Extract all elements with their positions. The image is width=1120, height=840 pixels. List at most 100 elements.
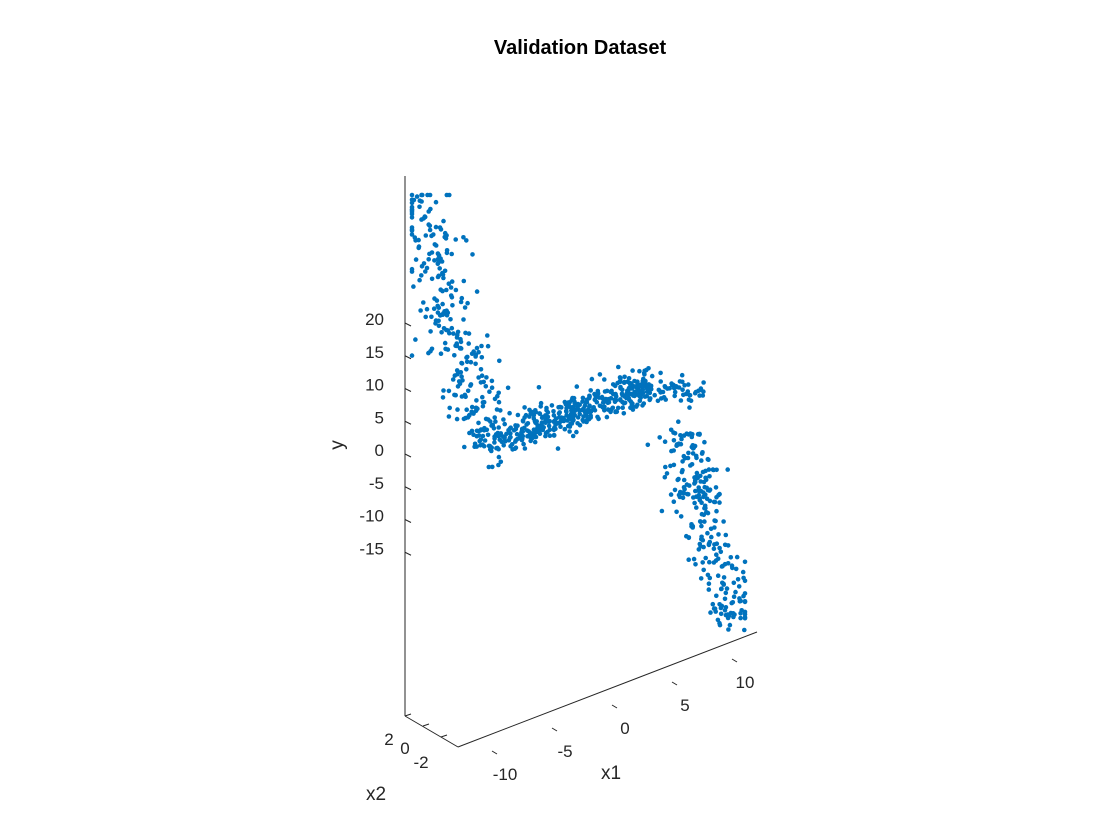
scatter-point bbox=[671, 385, 677, 391]
scatter-point bbox=[699, 500, 704, 506]
scatter-point bbox=[724, 586, 730, 591]
scatter-point bbox=[496, 462, 501, 468]
scatter-point bbox=[733, 566, 739, 572]
scatter-point bbox=[411, 284, 416, 289]
scatter-point bbox=[626, 376, 632, 381]
scatter-point bbox=[422, 214, 428, 220]
scatter-point bbox=[547, 418, 552, 424]
scatter-point bbox=[602, 389, 608, 394]
scatter-point bbox=[534, 419, 539, 424]
y-tick-label: 20 bbox=[365, 310, 384, 329]
scatter-point bbox=[536, 385, 542, 390]
scatter-point bbox=[714, 552, 719, 557]
y-tick-mark bbox=[404, 420, 412, 425]
scatter-point bbox=[492, 440, 497, 445]
scatter-point bbox=[416, 244, 422, 249]
scatter-point bbox=[643, 367, 649, 373]
scatter-point bbox=[480, 394, 485, 400]
scatter-point bbox=[648, 396, 653, 401]
scatter-point bbox=[680, 379, 685, 385]
y-tick-label: -15 bbox=[359, 539, 384, 558]
x2-tick-mark bbox=[440, 734, 448, 738]
scatter-point bbox=[717, 500, 722, 505]
scatter-point bbox=[690, 451, 696, 456]
scatter-point bbox=[618, 376, 623, 381]
scatter-point bbox=[616, 364, 621, 370]
scatter-point bbox=[674, 509, 679, 515]
scatter-point bbox=[680, 467, 685, 473]
scatter-point bbox=[711, 467, 716, 473]
scatter-point bbox=[688, 398, 694, 404]
scatter-point bbox=[426, 222, 432, 227]
axes-lines bbox=[404, 176, 758, 748]
scatter-point bbox=[733, 589, 738, 595]
scatter-point bbox=[444, 308, 449, 314]
y-tick-label: 15 bbox=[365, 343, 384, 362]
scatter-point bbox=[588, 388, 593, 393]
scatter-point bbox=[455, 407, 460, 412]
scatter-point bbox=[457, 346, 463, 351]
scatter-point bbox=[532, 439, 538, 445]
scatter-point bbox=[699, 534, 704, 540]
scatter-point bbox=[463, 330, 468, 336]
scatter-point bbox=[589, 376, 595, 382]
scatter-point bbox=[604, 414, 610, 420]
scatter-point bbox=[697, 393, 702, 398]
scatter-point bbox=[707, 498, 713, 504]
scatter-point bbox=[646, 383, 651, 388]
scatter-point bbox=[427, 227, 433, 233]
data-points bbox=[409, 192, 748, 633]
scatter-point bbox=[419, 264, 425, 269]
scatter-point bbox=[621, 411, 627, 416]
scatter-point bbox=[565, 418, 570, 423]
scatter-point bbox=[463, 415, 468, 421]
scatter-point bbox=[734, 554, 740, 560]
scatter-point bbox=[715, 556, 721, 561]
scatter-point bbox=[622, 374, 627, 380]
scatter-point bbox=[543, 419, 549, 425]
scatter-point bbox=[702, 439, 707, 445]
scatter-point bbox=[502, 421, 508, 427]
scatter-point bbox=[429, 314, 434, 320]
scatter-point bbox=[570, 418, 576, 424]
scatter-point bbox=[672, 393, 677, 399]
scatter-point bbox=[452, 353, 457, 358]
scatter-point bbox=[444, 287, 449, 293]
scatter-point bbox=[461, 278, 467, 284]
scatter-point bbox=[609, 407, 614, 412]
scatter-point bbox=[439, 330, 444, 335]
scatter-point bbox=[558, 424, 563, 430]
scatter-point bbox=[684, 533, 689, 539]
scatter-point bbox=[668, 463, 673, 469]
scatter-point bbox=[711, 560, 717, 565]
scatter-point bbox=[461, 317, 466, 322]
scatter-point bbox=[459, 295, 465, 301]
scatter-point bbox=[711, 546, 717, 551]
scatter-point bbox=[436, 253, 442, 258]
scatter-point bbox=[685, 491, 690, 497]
scatter-point bbox=[453, 392, 459, 398]
scatter-point bbox=[545, 429, 550, 435]
scatter-point bbox=[571, 404, 576, 410]
scatter-point bbox=[515, 412, 521, 418]
scatter-point bbox=[645, 442, 651, 448]
scatter-point bbox=[626, 395, 631, 401]
x2-tick-label: 2 bbox=[384, 730, 393, 749]
x1-tick-label: 0 bbox=[620, 719, 629, 738]
scatter-point bbox=[728, 555, 734, 560]
scatter-point bbox=[474, 398, 479, 403]
scatter-point bbox=[476, 433, 482, 438]
scatter-point bbox=[551, 409, 556, 414]
scatter-point bbox=[646, 387, 651, 392]
scatter-point bbox=[436, 305, 442, 311]
scatter-point bbox=[687, 392, 692, 398]
scatter-point bbox=[662, 474, 668, 480]
scatter-point bbox=[710, 601, 716, 607]
scatter-point bbox=[413, 337, 418, 342]
x1-tick-label: -10 bbox=[493, 765, 518, 784]
scatter-point bbox=[676, 385, 682, 390]
x2-tick-label: -2 bbox=[413, 753, 428, 772]
scatter-point bbox=[487, 389, 492, 395]
scatter-point bbox=[454, 416, 460, 422]
scatter-point bbox=[496, 390, 502, 396]
